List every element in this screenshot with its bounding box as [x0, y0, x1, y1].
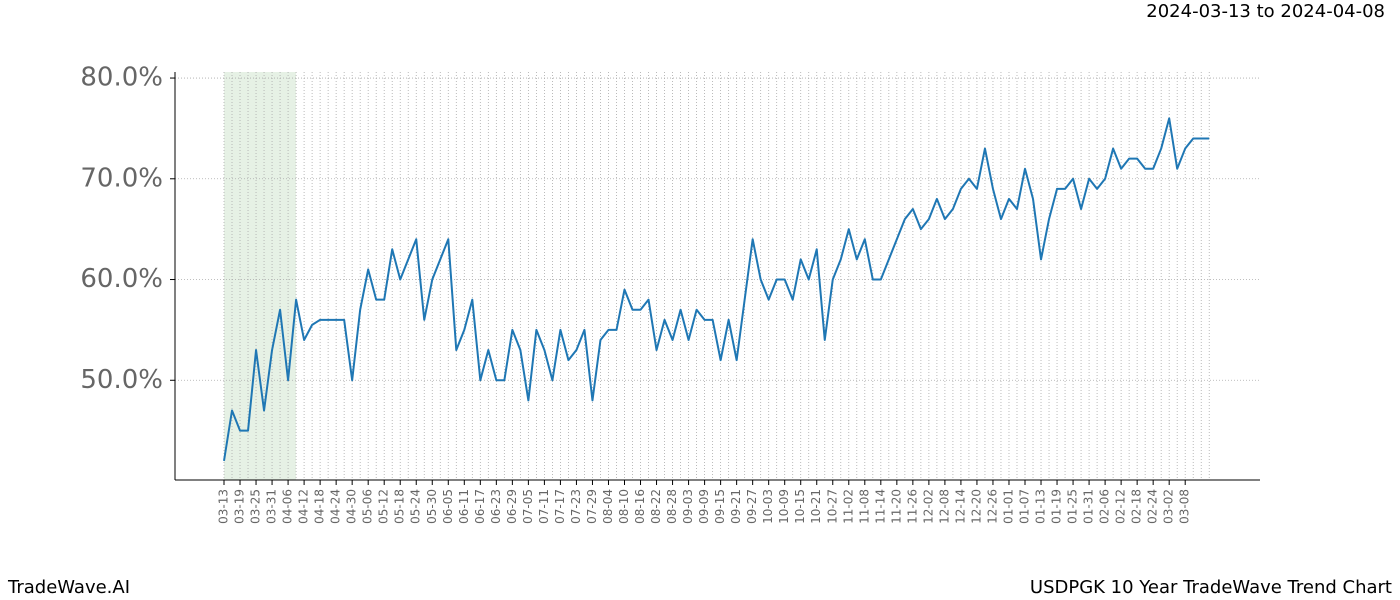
x-tick-label: 11-20: [889, 489, 903, 524]
x-tick-label: 12-02: [921, 489, 935, 524]
y-tick-label: 70.0%: [80, 163, 163, 193]
x-tick-label: 10-09: [777, 489, 791, 524]
y-tick-label: 50.0%: [80, 365, 163, 395]
x-tick-label: 04-12: [297, 489, 311, 524]
x-tick-label: 08-04: [601, 489, 615, 524]
x-tick-label: 06-29: [505, 489, 519, 524]
y-tick-label: 80.0%: [80, 63, 163, 93]
trend-line: [223, 117, 1210, 462]
x-tick-label: 06-17: [473, 489, 487, 524]
x-tick-label: 01-31: [1082, 489, 1096, 524]
x-tick-label: 04-30: [345, 489, 359, 524]
x-tick-label: 09-15: [713, 489, 727, 524]
x-tick-label: 05-24: [409, 489, 423, 524]
x-tick-label: 07-29: [585, 489, 599, 524]
x-tick-label: 03-08: [1178, 489, 1192, 524]
chart-title: USDPGK 10 Year TradeWave Trend Chart: [1030, 577, 1392, 598]
x-tick-label: 01-13: [1034, 489, 1048, 524]
x-tick-label: 07-05: [521, 489, 535, 524]
x-tick-label: 11-08: [857, 489, 871, 524]
x-tick-label: 02-12: [1114, 489, 1128, 524]
highlight-band: [224, 72, 296, 480]
y-tick-label: 60.0%: [80, 264, 163, 294]
x-tick-label: 11-26: [905, 489, 919, 524]
x-tick-label: 03-02: [1162, 489, 1176, 524]
x-tick-label: 01-25: [1066, 489, 1080, 524]
x-tick-label: 04-18: [313, 489, 327, 524]
x-tick-label: 12-20: [969, 489, 983, 524]
x-tick-label: 10-21: [809, 489, 823, 524]
x-tick-label: 02-18: [1130, 489, 1144, 524]
x-tick-label: 06-11: [457, 489, 471, 524]
x-tick-label: 05-30: [425, 489, 439, 524]
x-tick-label: 12-08: [937, 489, 951, 524]
x-tick-label: 07-11: [537, 489, 551, 524]
x-tick-label: 03-25: [249, 489, 263, 524]
date-range: 2024-03-13 to 2024-04-08: [1146, 1, 1385, 22]
x-tick-label: 09-21: [729, 489, 743, 524]
x-tick-label: 03-19: [233, 489, 247, 524]
x-tick-label: 01-07: [1018, 489, 1032, 524]
x-tick-label: 04-24: [329, 489, 343, 524]
x-tick-label: 01-01: [1001, 489, 1015, 524]
x-tick-label: 07-23: [569, 489, 583, 524]
x-tick-label: 08-22: [649, 489, 663, 524]
x-tick-label: 09-09: [697, 489, 711, 524]
x-tick-label: 11-02: [841, 489, 855, 524]
x-tick-label: 11-14: [873, 489, 887, 524]
x-tick-label: 10-27: [825, 489, 839, 524]
x-tick-label: 05-12: [377, 489, 391, 524]
x-tick-label: 09-27: [745, 489, 759, 524]
x-tick-label: 07-17: [553, 489, 567, 524]
brand: TradeWave.AI: [7, 577, 130, 598]
x-tick-label: 10-15: [793, 489, 807, 524]
x-tick-label: 05-06: [361, 489, 375, 524]
x-tick-label: 08-16: [633, 489, 647, 524]
x-tick-label: 12-14: [953, 489, 967, 524]
x-tick-label: 06-23: [489, 489, 503, 524]
x-tick-label: 12-26: [985, 489, 999, 524]
x-tick-label: 05-18: [393, 489, 407, 524]
x-tick-label: 03-13: [217, 489, 231, 524]
x-tick-label: 04-06: [281, 489, 295, 524]
x-tick-label: 09-03: [681, 489, 695, 524]
x-tick-label: 01-19: [1050, 489, 1064, 524]
x-tick-label: 02-06: [1098, 489, 1112, 524]
x-tick-label: 03-31: [265, 489, 279, 524]
x-tick-label: 08-10: [617, 489, 631, 524]
x-tick-label: 08-28: [665, 489, 679, 524]
x-tick-label: 10-03: [761, 489, 775, 524]
x-tick-label: 06-05: [441, 489, 455, 524]
x-tick-label: 02-24: [1146, 489, 1160, 524]
